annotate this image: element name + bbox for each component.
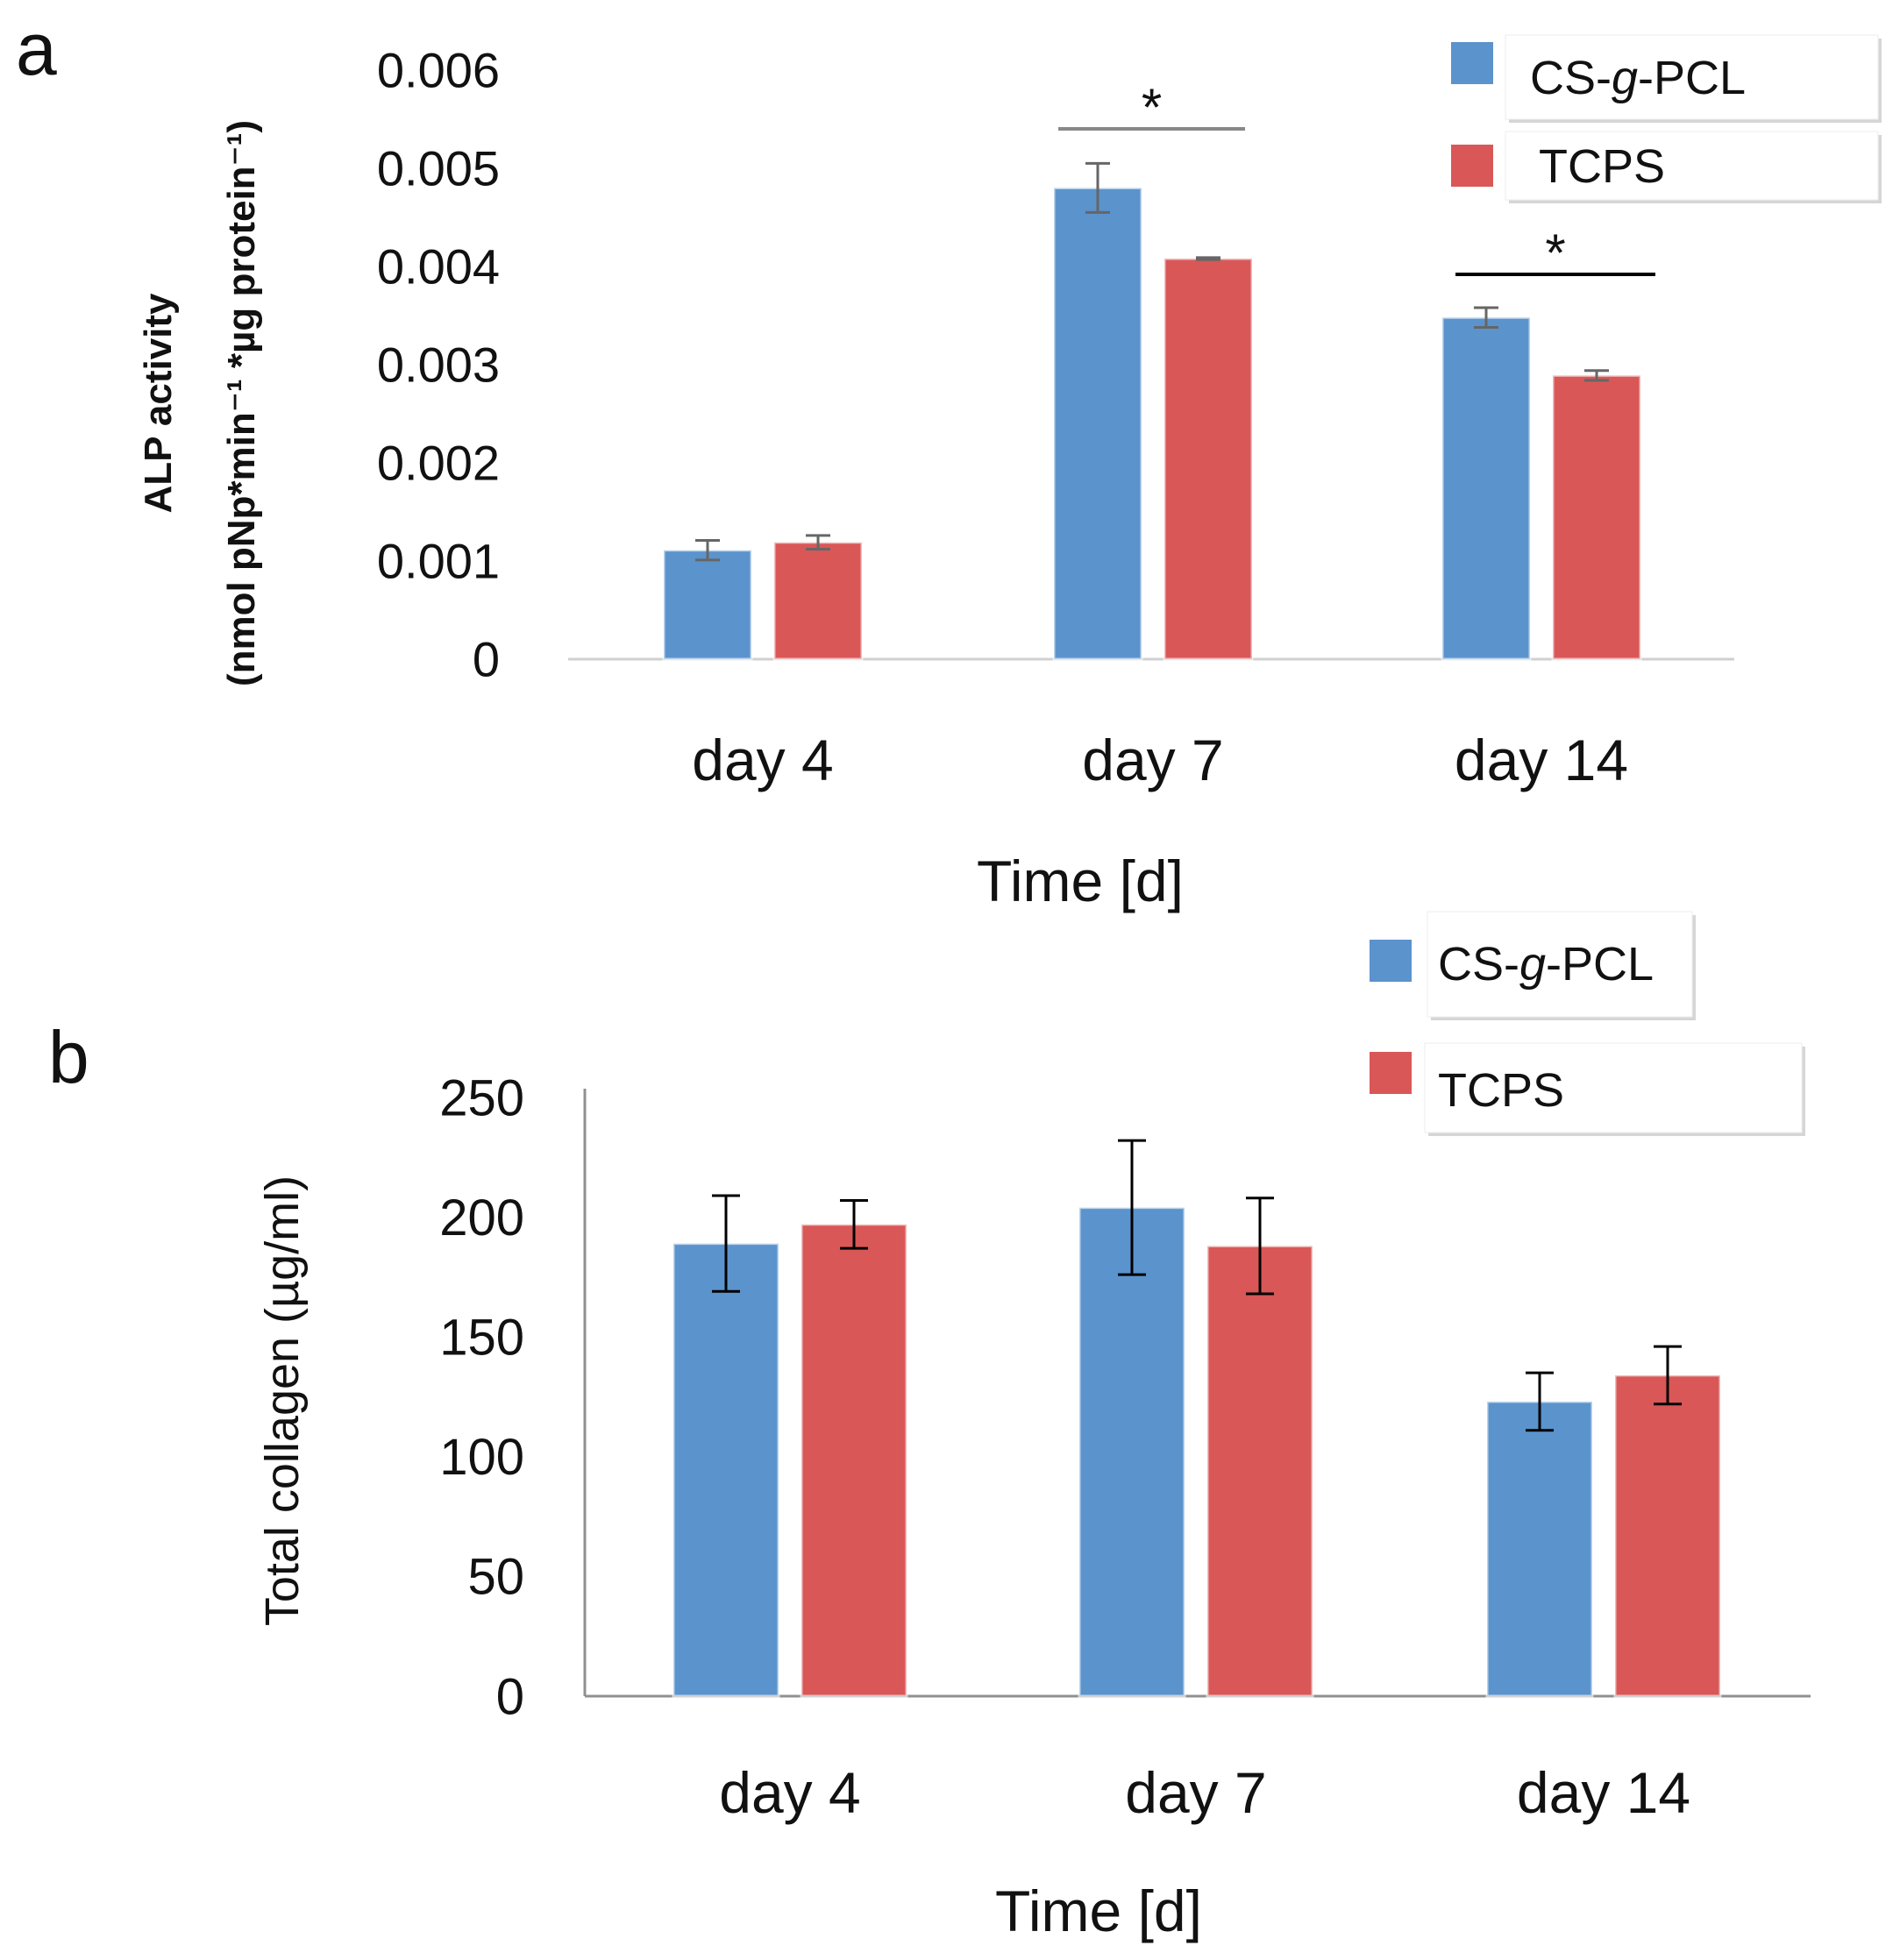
legend-box xyxy=(1505,34,1879,120)
x-tick-label: day 4 xyxy=(692,728,833,792)
x-tick-label: day 4 xyxy=(719,1760,860,1825)
y-tick-label: 0.005 xyxy=(377,141,500,196)
x-axis-title: Time [d] xyxy=(995,1878,1202,1943)
bar-cs-g-pcl-day-14 xyxy=(1485,1400,1594,1698)
bar-cs-g-pcl-day-7 xyxy=(1052,186,1143,661)
panel-b-label: b xyxy=(48,1016,89,1098)
x-axis-title: Time [d] xyxy=(977,849,1184,913)
y-tick-label: 0.002 xyxy=(377,436,500,491)
bar-cs-g-pcl-day-4 xyxy=(672,1242,780,1698)
bar-tcps-day-14 xyxy=(1551,373,1642,661)
bar-cs-g-pcl-day-7 xyxy=(1078,1206,1186,1698)
significance-star: * xyxy=(1545,224,1565,282)
bar-tcps-day-4 xyxy=(772,541,864,661)
legend-label: TCPS xyxy=(1438,1064,1564,1117)
y-tick-label: 100 xyxy=(439,1429,524,1486)
bar-tcps-day-14 xyxy=(1613,1374,1722,1698)
y-tick-label: 200 xyxy=(439,1189,524,1246)
y-tick-label: 150 xyxy=(439,1310,524,1367)
legend-box xyxy=(1505,131,1879,201)
y-tick-label: 0.003 xyxy=(377,337,500,393)
x-tick-label: day 14 xyxy=(1455,728,1628,792)
legend-swatch xyxy=(1370,940,1412,982)
legend-label: CS-g-PCL xyxy=(1530,52,1746,104)
panel-a-label: a xyxy=(16,8,57,90)
x-tick-label: day 7 xyxy=(1082,728,1223,792)
x-tick-label: day 7 xyxy=(1125,1760,1266,1825)
y-tick-label: 0 xyxy=(496,1668,524,1725)
significance-star: * xyxy=(1142,78,1162,137)
legend-label: TCPS xyxy=(1539,140,1665,193)
legend-swatch xyxy=(1370,1052,1412,1094)
y-tick-label: 50 xyxy=(467,1549,524,1606)
chart-a: 0 0.001 0.002 0.003 0.004 0.005 0.006 day 4 day … xyxy=(137,34,1882,913)
y-axis-title: Total collagen (µg/ml) xyxy=(256,1175,309,1626)
legend-box xyxy=(1427,911,1693,1018)
y-tick-label: 0.004 xyxy=(377,239,500,295)
bar-cs-g-pcl-day-4 xyxy=(662,549,753,661)
legend-swatch xyxy=(1451,145,1493,187)
legend-label: CS-g-PCL xyxy=(1438,938,1654,991)
y-axis-title-line2: (nmol pNp*min⁻¹ *µg protein⁻¹) xyxy=(220,120,263,686)
y-tick-label: 250 xyxy=(439,1069,524,1126)
y-tick-label: 0 xyxy=(473,632,500,687)
y-tick-label: 0.006 xyxy=(377,43,500,98)
bar-tcps-day-7 xyxy=(1206,1244,1314,1698)
bar-tcps-day-7 xyxy=(1163,257,1254,661)
legend-swatch xyxy=(1451,42,1493,84)
bar-tcps-day-4 xyxy=(800,1223,908,1698)
chart-b: 0 50 100 150 200 250 day 4 day 7 day 14 Time [d] C… xyxy=(256,911,1811,1943)
legend-box xyxy=(1424,1042,1803,1133)
x-tick-label: day 14 xyxy=(1517,1760,1690,1825)
y-tick-label: 0.001 xyxy=(377,534,500,589)
y-axis-title-line1: ALP activity xyxy=(137,293,180,514)
bar-cs-g-pcl-day-14 xyxy=(1441,316,1532,661)
